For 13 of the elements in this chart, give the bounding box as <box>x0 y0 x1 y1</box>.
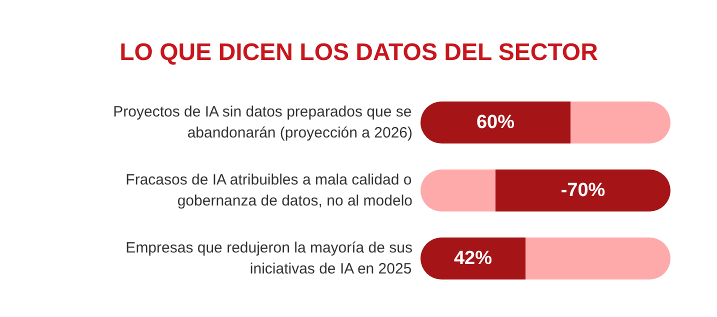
y-tick-label: Fracasos de IA atribuibles a mala calidad o gobernanza de datos, no al modelo <box>126 172 413 210</box>
bar <box>420 170 496 212</box>
bar <box>496 170 670 212</box>
bar <box>570 102 670 144</box>
bar <box>420 102 570 144</box>
bar <box>420 238 526 280</box>
y-tick-label: Proyectos de IA sin datos preparados que se abandonarán (proyección a 2026) <box>113 104 413 142</box>
bar <box>526 238 670 280</box>
y-tick-label: Empresas que redujeron la mayoría de sus iniciativas de IA en 2025 <box>126 240 413 278</box>
chart-title: LO QUE DICEN LOS DATOS DEL SECTOR <box>120 39 598 66</box>
annotation: -70% <box>560 180 606 201</box>
data-label: 60% <box>476 112 515 133</box>
data-label: 42% <box>454 248 492 269</box>
